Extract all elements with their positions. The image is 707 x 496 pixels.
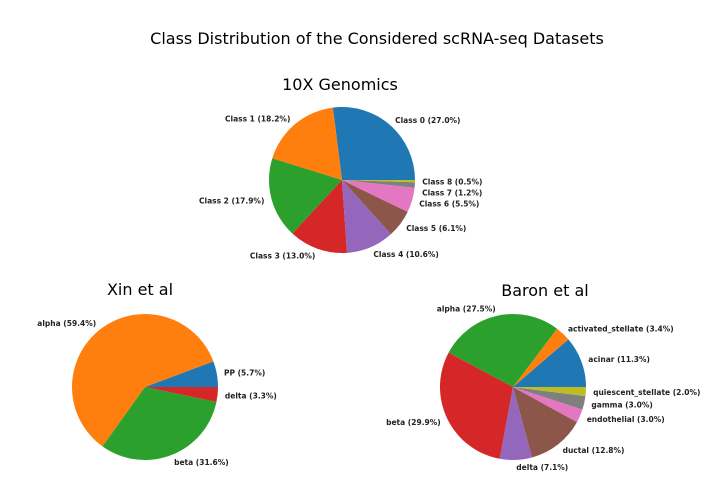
pie-slice-endothelial <box>513 387 583 423</box>
pie-slices-baron-et-al <box>439 314 586 460</box>
pie-label-class-3: Class 3 (13.0%) <box>250 252 315 261</box>
pie-slice-activated-stellate <box>513 328 569 387</box>
pie-label-class-4: Class 4 (10.6%) <box>373 250 438 259</box>
pie-label-class-8: Class 8 (0.5%) <box>422 177 482 186</box>
pie-label-alpha: alpha (59.4%) <box>37 319 96 328</box>
pie-label-endothelial: endothelial (3.0%) <box>587 415 665 424</box>
pie-title-xin-et-al: Xin et al <box>107 280 173 299</box>
pie-slices-10x-genomics <box>268 107 415 254</box>
pie-labels-xin-et-al: PP (5.7%) alpha (59.4%) beta (31.6%) delta … <box>37 319 277 467</box>
pie-slice-delta <box>145 387 218 403</box>
pie-slices-xin-et-al <box>72 314 218 461</box>
pie-label-pp: PP (5.7%) <box>224 369 265 378</box>
pie-label-delta: delta (7.1%) <box>516 463 568 472</box>
pie-label-class-0: Class 0 (27.0%) <box>395 116 460 125</box>
pie-slice-class-2 <box>268 158 342 234</box>
pie-title-10x-genomics: 10X Genomics <box>282 75 398 94</box>
pie-slice-acinar <box>513 339 586 387</box>
pie-slice-ductal <box>513 387 577 458</box>
pie-slice-class-3 <box>292 180 348 254</box>
pie-labels-baron-et-al: acinar (11.3%) activated_stellate (3.4%) a… <box>386 305 700 473</box>
pie-label-gamma: gamma (3.0%) <box>591 401 652 410</box>
pie-label-class-6: Class 6 (5.5%) <box>419 199 479 208</box>
pie-label-class-5: Class 5 (6.1%) <box>406 224 466 233</box>
pie-chart-baron-et-al: Baron et al acinar (11.3%) activated_stel… <box>386 281 700 472</box>
pie-slice-class-4 <box>342 180 391 253</box>
pie-label-class-2: Class 2 (17.9%) <box>199 197 264 206</box>
pie-label-beta: beta (31.6%) <box>174 458 229 467</box>
pie-slice-class-0 <box>332 107 415 180</box>
pie-slice-beta <box>439 352 513 459</box>
pie-slice-gamma <box>513 387 586 410</box>
pie-slice-class-1 <box>272 107 342 180</box>
pie-label-beta: beta (29.9%) <box>386 418 441 427</box>
pie-slice-beta <box>102 387 217 461</box>
pie-slice-class-7 <box>342 180 415 188</box>
pie-slice-alpha <box>72 314 214 447</box>
pie-chart-xin-et-al: Xin et al PP (5.7%) alpha (59.4%) beta (31… <box>37 280 277 467</box>
pie-chart-10x-genomics: 10X Genomics Class 0 (27.0%) Class 1 (18.… <box>199 75 482 261</box>
pie-slice-class-8 <box>342 180 415 183</box>
figure-title: Class Distribution of the Considered scR… <box>150 29 604 48</box>
pie-label-delta: delta (3.3%) <box>225 391 277 400</box>
pie-title-baron-et-al: Baron et al <box>501 281 588 300</box>
pie-slice-quiescent-stellate <box>513 387 586 397</box>
pie-slice-class-6 <box>342 180 415 212</box>
pie-label-class-7: Class 7 (1.2%) <box>422 188 482 197</box>
pie-label-alpha: alpha (27.5%) <box>437 305 496 314</box>
pie-slice-pp <box>145 361 218 387</box>
pie-slice-class-5 <box>342 180 408 235</box>
pie-labels-10x-genomics: Class 0 (27.0%) Class 1 (18.2%) Class 2 (1… <box>199 115 482 261</box>
pie-label-quiescent-stellate: quiescent_stellate (2.0%) <box>593 388 700 397</box>
pie-label-ductal: ductal (12.8%) <box>563 446 625 455</box>
pie-label-class-1: Class 1 (18.2%) <box>225 115 290 124</box>
pie-label-acinar: acinar (11.3%) <box>588 355 650 364</box>
pie-slice-delta <box>499 387 533 460</box>
pie-slice-alpha <box>448 314 558 387</box>
pie-label-activated-stellate: activated_stellate (3.4%) <box>568 325 674 334</box>
